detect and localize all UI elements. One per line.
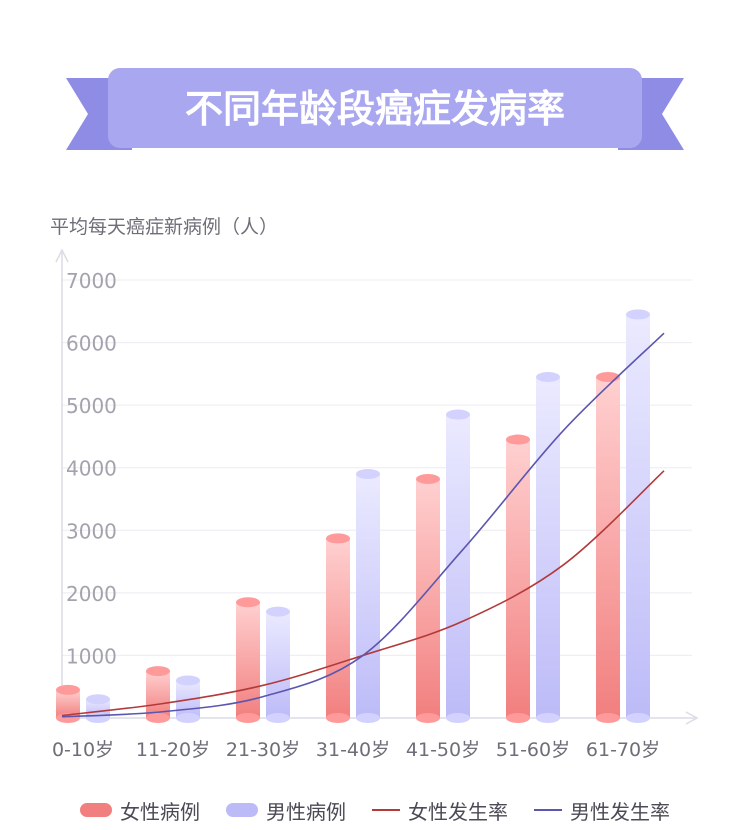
legend-male-rate-swatch	[534, 809, 562, 811]
bar-female-top	[326, 533, 350, 544]
banner-main	[108, 68, 642, 148]
bar-female-base	[146, 713, 170, 723]
legend-female-rate-label: 女性发生率	[408, 799, 508, 824]
y-axis-label: 平均每天癌症新病例（人）	[50, 216, 278, 238]
legend-male-cases-label: 男性病例	[266, 799, 346, 824]
bar-male-base	[626, 713, 650, 723]
bar-male-top	[536, 371, 560, 382]
legend-female-rate-swatch	[372, 809, 400, 811]
bar-female-top	[146, 666, 170, 677]
bar-female-top	[236, 597, 260, 608]
bar-male	[446, 414, 470, 718]
bar-male	[536, 376, 560, 718]
bar-female-base	[416, 713, 440, 723]
bar-female	[326, 538, 350, 718]
y-tick-label: 4000	[66, 457, 117, 481]
bar-male-base	[176, 713, 200, 723]
y-tick-label: 3000	[66, 519, 117, 543]
x-tick-label: 41-50岁	[406, 739, 480, 761]
x-tick-label: 0-10岁	[52, 739, 114, 761]
x-tick-label: 31-40岁	[316, 739, 390, 761]
legend-female-cases-swatch	[80, 803, 112, 817]
x-tick-label: 51-60岁	[496, 739, 570, 761]
bar-male-base	[446, 713, 470, 723]
x-tick-label: 21-30岁	[226, 739, 300, 761]
legend-female-cases-label: 女性病例	[120, 799, 200, 824]
bar-female-base	[326, 713, 350, 723]
y-tick-label: 6000	[66, 332, 117, 356]
y-tick-label: 7000	[66, 269, 117, 293]
legend-male-cases: 男性病例	[226, 796, 346, 825]
bar-male-top	[176, 675, 200, 686]
bar-female	[146, 671, 170, 718]
x-tick-label: 61-70岁	[586, 739, 660, 761]
bar-female	[506, 439, 530, 718]
legend-male-rate: 男性发生率	[534, 796, 670, 825]
bar-male	[266, 611, 290, 718]
bar-male	[86, 699, 110, 718]
bar-male-base	[356, 713, 380, 723]
bar-male-top	[626, 309, 650, 320]
bar-male-base	[536, 713, 560, 723]
bar-male	[356, 473, 380, 718]
y-tick-label: 1000	[66, 644, 117, 668]
legend-male-rate-label: 男性发生率	[570, 799, 670, 824]
bar-male-top	[86, 694, 110, 705]
y-axis-arrow	[55, 248, 69, 263]
bar-female-top	[416, 473, 440, 484]
chart-title: 不同年龄段癌症发病率	[185, 87, 565, 131]
legend-male-cases-swatch	[226, 803, 258, 817]
x-axis-arrow	[685, 711, 699, 725]
legend-female-rate: 女性发生率	[372, 796, 508, 825]
bar-male-top	[446, 409, 470, 420]
bar-female-top	[56, 684, 80, 695]
bar-female-base	[506, 713, 530, 723]
x-tick-label: 11-20岁	[136, 739, 210, 761]
bar-male-base	[266, 713, 290, 723]
title-banner: 不同年龄段癌症发病率	[66, 68, 684, 150]
bar-female-base	[236, 713, 260, 723]
legend-female-cases: 女性病例	[80, 796, 200, 825]
bar-female-top	[506, 434, 530, 445]
bar-male	[626, 314, 650, 718]
bar-female-base	[596, 713, 620, 723]
bar-female	[596, 376, 620, 718]
bar-male-top	[266, 606, 290, 617]
bar-female	[416, 478, 440, 718]
y-tick-label: 2000	[66, 582, 117, 606]
male-rate-line	[61, 332, 665, 718]
legend: 女性病例 男性病例 女性发生率 男性发生率	[0, 790, 750, 830]
y-tick-label: 5000	[66, 394, 117, 418]
bar-male-top	[356, 468, 380, 479]
